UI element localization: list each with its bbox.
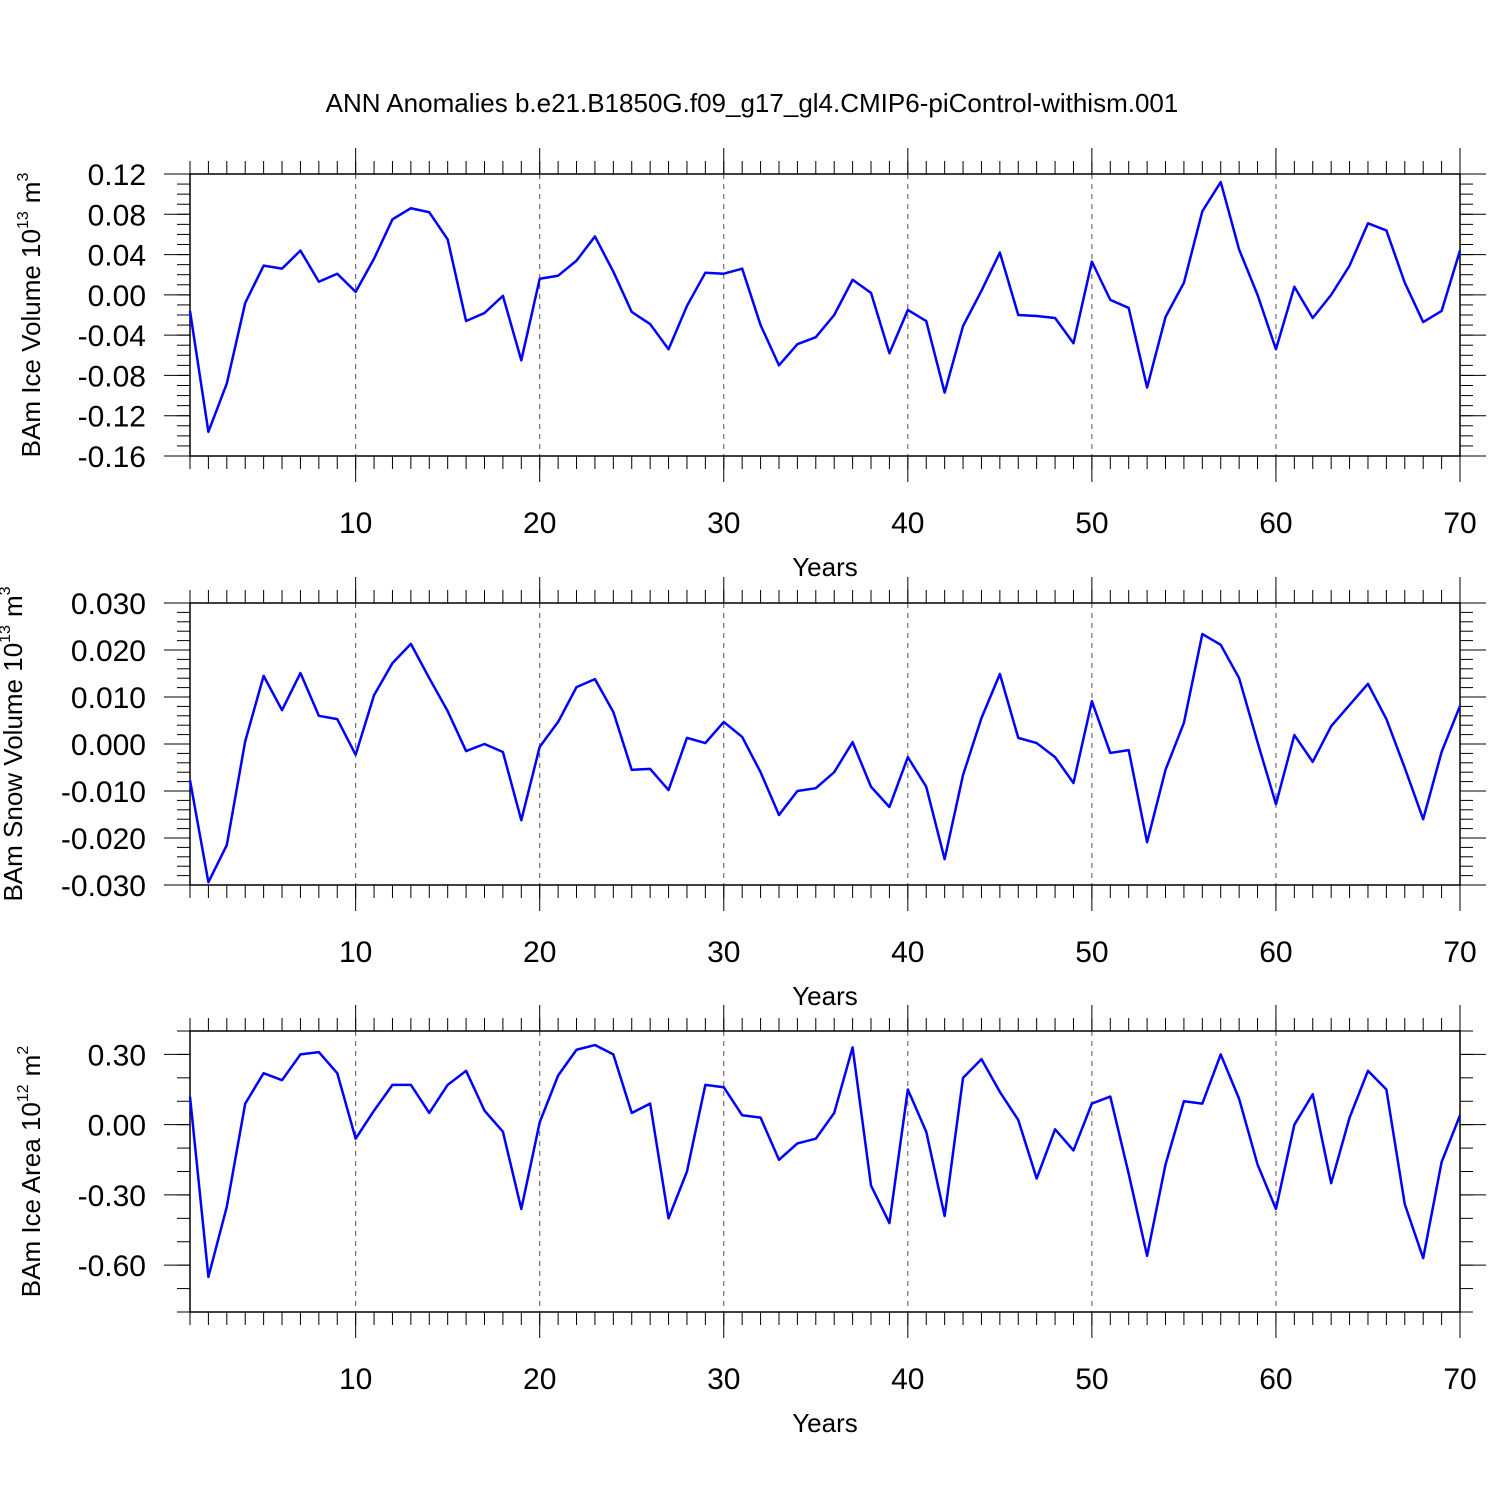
x-tick-label: 70 bbox=[1443, 507, 1476, 540]
x-tick-label: 70 bbox=[1443, 1363, 1476, 1396]
x-axis-title: Years bbox=[792, 552, 858, 582]
x-tick-label: 50 bbox=[1075, 936, 1108, 969]
x-tick-label: 60 bbox=[1259, 1363, 1292, 1396]
x-tick-label: 40 bbox=[891, 1363, 924, 1396]
y-tick-label: 0.08 bbox=[88, 199, 146, 232]
y-axis-title-text: BAm Snow Volume 10 bbox=[0, 643, 28, 902]
y-axis-title: BAm Ice Volume 1013 m3 bbox=[15, 173, 46, 458]
x-tick-label: 60 bbox=[1259, 936, 1292, 969]
y-tick-label: -0.04 bbox=[78, 320, 146, 353]
data-line bbox=[188, 1043, 1462, 1279]
x-tick-label: 30 bbox=[707, 507, 740, 540]
y-axis-title-unit-power: 3 bbox=[15, 173, 32, 182]
x-tick-label: 10 bbox=[339, 507, 372, 540]
x-tick-label: 20 bbox=[523, 1363, 556, 1396]
x-tick-label: 70 bbox=[1443, 936, 1476, 969]
y-axis-title-power: 13 bbox=[0, 625, 14, 643]
x-axis-title: Years bbox=[792, 1408, 858, 1438]
y-axis-title: BAm Snow Volume 1013 m3 bbox=[0, 586, 28, 901]
x-tick-label: 40 bbox=[891, 507, 924, 540]
y-tick-label: -0.60 bbox=[78, 1250, 146, 1283]
y-tick-label: 0.00 bbox=[88, 280, 146, 313]
y-axis-title-unit-power: 2 bbox=[15, 1046, 32, 1055]
x-tick-label: 50 bbox=[1075, 507, 1108, 540]
data-line bbox=[188, 180, 1462, 434]
x-tick-label: 60 bbox=[1259, 507, 1292, 540]
x-tick-label: 20 bbox=[523, 936, 556, 969]
plot-frame bbox=[189, 1030, 1461, 1313]
data-line bbox=[188, 632, 1462, 884]
y-tick-label: 0.00 bbox=[88, 1110, 146, 1143]
panel: 10 20 30 40 50 60 70 -0.030 -0.020 -0.010 0.000 0.0… bbox=[0, 577, 1486, 1011]
x-tick-label: 30 bbox=[707, 936, 740, 969]
y-tick-label: 0.000 bbox=[71, 729, 146, 762]
y-tick-label: 0.12 bbox=[88, 159, 146, 192]
y-axis-title-text: BAm Ice Area 10 bbox=[16, 1102, 46, 1297]
x-axis-title: Years bbox=[792, 981, 858, 1011]
panel: 10 20 30 40 50 60 70 -0.60 -0.30 0.00 0.30 Years BAm… bbox=[15, 1005, 1486, 1438]
x-tick-label: 10 bbox=[339, 1363, 372, 1396]
y-axis-title-unit: m bbox=[0, 595, 28, 617]
plot-frame bbox=[189, 602, 1461, 886]
y-tick-label: 0.30 bbox=[88, 1039, 146, 1072]
x-tick-label: 10 bbox=[339, 936, 372, 969]
x-tick-label: 20 bbox=[523, 507, 556, 540]
x-tick-label: 30 bbox=[707, 1363, 740, 1396]
y-tick-label: 0.010 bbox=[71, 682, 146, 715]
y-axis-title-text: BAm Ice Volume 10 bbox=[16, 229, 46, 457]
y-tick-label: 0.020 bbox=[71, 635, 146, 668]
y-tick-label: -0.12 bbox=[78, 401, 146, 434]
x-tick-label: 40 bbox=[891, 936, 924, 969]
y-axis-title-power: 13 bbox=[15, 211, 32, 229]
y-axis-title-unit: m bbox=[16, 1055, 46, 1077]
y-tick-label: -0.30 bbox=[78, 1180, 146, 1213]
y-tick-label: 0.04 bbox=[88, 240, 146, 273]
y-tick-label: -0.010 bbox=[61, 776, 146, 809]
y-axis-title: BAm Ice Area 1012 m2 bbox=[15, 1046, 46, 1298]
y-axis-title-unit: m bbox=[16, 182, 46, 204]
figure-title: ANN Anomalies b.e21.B1850G.f09_g17_gl4.C… bbox=[326, 88, 1179, 118]
y-tick-label: -0.020 bbox=[61, 823, 146, 856]
y-tick-label: -0.08 bbox=[78, 360, 146, 393]
y-tick-label: -0.030 bbox=[61, 870, 146, 903]
y-tick-label: -0.16 bbox=[78, 441, 146, 474]
x-tick-label: 50 bbox=[1075, 1363, 1108, 1396]
y-tick-label: 0.030 bbox=[71, 588, 146, 621]
y-axis-title-unit-power: 3 bbox=[0, 586, 14, 595]
y-axis-title-power: 12 bbox=[15, 1084, 32, 1102]
